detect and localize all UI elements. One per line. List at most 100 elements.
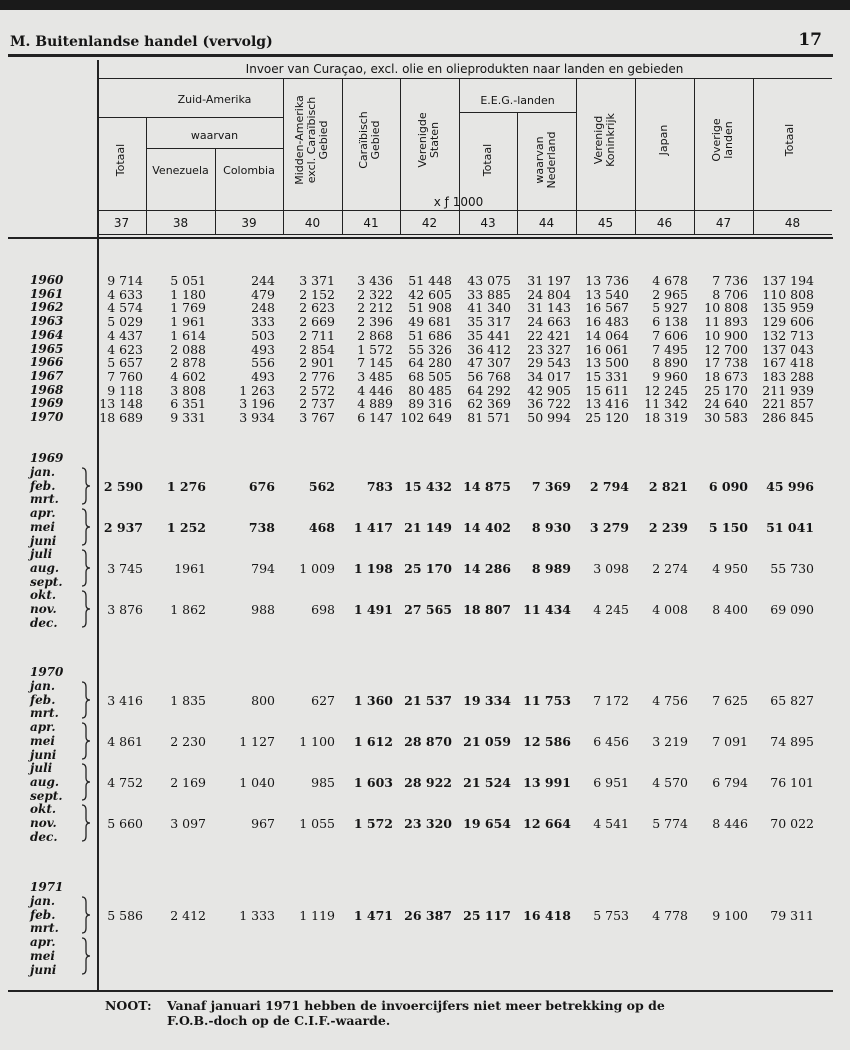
table-cell: 16 061: [585, 341, 629, 357]
table-cell: 5 657: [107, 355, 143, 371]
table-cell: 5 660: [107, 816, 143, 832]
table-cell: 16 418: [523, 908, 571, 923]
table-cell: 3 808: [170, 382, 206, 398]
month-label: feb.: [30, 692, 56, 707]
table-cell: 2 230: [170, 734, 206, 750]
table-cell: 1 491: [353, 602, 393, 618]
table-cell: 2 239: [648, 520, 688, 536]
quarter-brace: [81, 722, 91, 760]
table-cell: 7 760: [107, 368, 143, 384]
table-cell: 3 485: [357, 368, 393, 384]
year-label: 1965: [30, 341, 64, 356]
quarter-brace: [81, 804, 91, 842]
table-cell: 51 448: [408, 273, 452, 288]
column-rule: [459, 79, 460, 234]
column-number: 48: [784, 216, 801, 230]
table-cell: 5 753: [593, 908, 629, 923]
table-cell: 3 416: [107, 693, 143, 708]
table-cell: 1 100: [299, 734, 335, 750]
month-label: juni: [30, 962, 57, 977]
header-rule: [97, 210, 832, 211]
table-cell: 80 485: [408, 382, 452, 398]
year-label: 1962: [30, 300, 64, 315]
table-cell: 11 753: [523, 693, 571, 708]
table-cell: 18 319: [644, 410, 688, 425]
table-cell: 3 196: [239, 396, 275, 412]
table-cell: 21 149: [404, 520, 452, 536]
group-eeg: E.E.G.-landen: [480, 94, 555, 107]
table-cell: 2 901: [299, 355, 335, 371]
table-cell: 6 090: [708, 479, 748, 494]
table-cell: 16 567: [585, 300, 629, 316]
table-cell: 676: [248, 479, 275, 494]
table-cell: 19 654: [463, 816, 511, 832]
table-cell: 9 100: [712, 908, 748, 923]
table-cell: 3 279: [589, 520, 629, 536]
month-label: jan.: [30, 465, 56, 479]
table-cell: 4 633: [107, 286, 143, 302]
col-verenigd-koninkrijk: Verenigd Koninkrijk: [592, 113, 617, 167]
table-cell: 45 996: [766, 479, 814, 494]
table-cell: 1 009: [299, 561, 335, 577]
column-rule: [517, 112, 518, 234]
table-cell: 69 090: [770, 602, 814, 618]
table-cell: 2 623: [299, 300, 335, 316]
table-cell: 2 396: [357, 314, 393, 330]
table-cell: 988: [251, 602, 275, 618]
table-cell: 1 862: [170, 602, 206, 618]
table-cell: 23 320: [404, 816, 452, 832]
table-cell: 4 008: [652, 602, 688, 618]
page-number: 17: [798, 30, 822, 50]
table-cell: 10 900: [704, 327, 748, 343]
table-cell: 70 022: [770, 816, 814, 832]
month-label: dec.: [30, 829, 58, 844]
quarter-brace: [81, 467, 91, 505]
table-cell: 102 649: [400, 410, 452, 425]
table-cell: 22 421: [527, 327, 571, 343]
column-number: 45: [597, 216, 614, 230]
table-cell: 29 543: [527, 355, 571, 371]
table-cell: 21 537: [404, 693, 452, 708]
year-label: 1970: [30, 410, 64, 424]
table-cell: 493: [251, 341, 275, 357]
table-cell: 31 197: [527, 273, 571, 288]
col-japan: Japan: [657, 124, 670, 156]
table-cell: 6 138: [652, 314, 688, 330]
month-label: mrt.: [30, 492, 59, 507]
col-overige: Overige landen: [710, 118, 735, 162]
column-rule: [215, 148, 216, 234]
table-cell: 2 937: [103, 520, 143, 536]
table-cell: 221 857: [762, 396, 814, 412]
table-cell: 8 446: [712, 816, 748, 832]
table-cell: 4 861: [107, 734, 143, 750]
table-cell: 62 369: [467, 396, 511, 412]
table-cell: 562: [308, 479, 335, 494]
col-venezuela: Venezuela: [152, 164, 209, 177]
table-cell: 3 934: [239, 410, 275, 425]
table-cell: 13 416: [585, 396, 629, 412]
month-label: mrt.: [30, 706, 59, 721]
table-cell: 18 689: [99, 410, 143, 425]
table-cell: 1 180: [170, 286, 206, 302]
table-cell: 800: [251, 693, 275, 708]
table-cell: 556: [251, 355, 275, 371]
month-label: mrt.: [30, 921, 59, 936]
table-cell: 6 456: [593, 734, 629, 750]
table-cell: 21 524: [463, 775, 511, 791]
table-cell: 24 663: [527, 314, 571, 330]
table-cell: 13 991: [523, 775, 571, 791]
table-cell: 8 706: [712, 286, 748, 302]
table-cell: 167 418: [762, 355, 814, 371]
table-cell: 7 736: [712, 273, 748, 288]
column-number: 41: [363, 216, 379, 230]
table-cell: 25 170: [404, 561, 452, 577]
table-cell: 479: [251, 286, 275, 302]
table-cell: 81 571: [467, 410, 511, 425]
col-midden-amerika: Midden-Amerika excl. Caraïbisch Gebied: [293, 95, 330, 185]
column-rule: [283, 79, 284, 234]
table-cell: 132 713: [762, 327, 814, 343]
table-cell: 9 118: [107, 382, 143, 398]
table-cell: 13 500: [585, 355, 629, 371]
column-rule: [694, 79, 695, 234]
table-cell: 1 612: [353, 734, 393, 750]
